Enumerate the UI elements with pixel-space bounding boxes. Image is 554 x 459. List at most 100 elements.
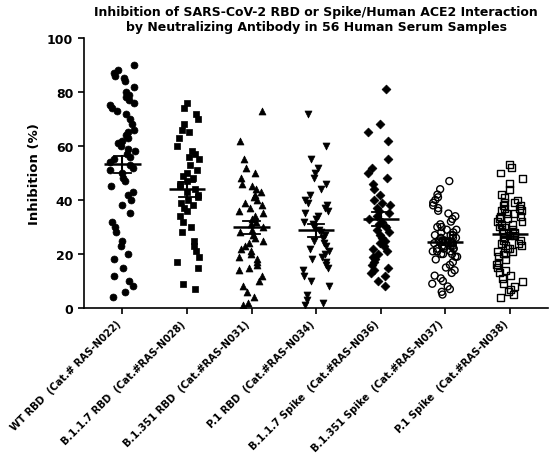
Point: [248, 227, 257, 234]
Point: [182, 207, 191, 215]
Point: [378, 218, 387, 226]
Point: [238, 181, 247, 188]
Point: [110, 256, 119, 263]
Point: [190, 151, 199, 158]
Point: [381, 283, 389, 291]
Point: [126, 162, 135, 169]
Point: [247, 221, 256, 229]
Point: [447, 218, 455, 226]
Point: [321, 259, 330, 266]
Point: [192, 248, 201, 256]
Point: [124, 146, 133, 153]
Point: [382, 86, 391, 94]
Point: [119, 264, 127, 272]
Point: [509, 248, 517, 256]
Point: [238, 302, 247, 309]
Point: [247, 248, 255, 256]
Point: [497, 221, 506, 229]
Point: [184, 154, 193, 161]
Point: [449, 246, 458, 253]
Point: [114, 140, 122, 148]
Point: [364, 170, 373, 177]
Point: [429, 202, 438, 210]
Point: [258, 224, 267, 231]
Point: [117, 138, 126, 145]
Point: [258, 202, 266, 210]
Point: [178, 229, 187, 236]
Point: [514, 240, 523, 247]
Point: [250, 235, 259, 242]
Point: [113, 108, 122, 115]
Point: [108, 105, 117, 112]
Point: [447, 270, 456, 277]
Point: [176, 213, 184, 220]
Point: [510, 229, 519, 236]
Point: [125, 92, 134, 99]
Point: [497, 191, 506, 199]
Point: [317, 253, 326, 261]
Point: [319, 240, 328, 247]
Point: [510, 210, 519, 218]
Point: [191, 286, 200, 293]
Point: [320, 232, 329, 239]
Point: [434, 205, 443, 213]
Point: [178, 280, 187, 288]
Point: [495, 216, 504, 223]
Point: [445, 262, 454, 269]
Point: [501, 224, 510, 231]
Point: [439, 246, 448, 253]
Point: [428, 280, 437, 288]
Point: [369, 181, 378, 188]
Point: [442, 227, 451, 234]
Point: [381, 237, 389, 245]
Point: [494, 253, 503, 261]
Point: [449, 246, 458, 253]
Point: [373, 205, 382, 213]
Point: [111, 224, 120, 231]
Point: [447, 240, 456, 247]
Point: [505, 181, 514, 188]
Point: [437, 289, 446, 296]
Point: [493, 262, 501, 269]
Point: [499, 280, 508, 288]
Point: [179, 121, 188, 129]
Point: [194, 194, 203, 202]
Point: [497, 227, 506, 234]
Point: [117, 243, 126, 250]
Point: [182, 100, 191, 107]
Point: [499, 229, 507, 236]
Point: [259, 210, 268, 218]
Point: [367, 270, 376, 277]
Point: [126, 210, 135, 218]
Point: [438, 278, 447, 285]
Point: [176, 181, 184, 188]
Point: [122, 132, 131, 140]
Point: [444, 210, 453, 218]
Point: [501, 267, 510, 274]
Point: [435, 186, 444, 193]
Point: [373, 213, 382, 220]
Point: [499, 235, 508, 242]
Point: [258, 108, 266, 115]
Point: [237, 175, 245, 183]
Point: [497, 207, 506, 215]
Point: [382, 248, 391, 256]
Point: [370, 186, 379, 193]
Point: [445, 286, 454, 293]
Point: [184, 129, 193, 137]
Point: [449, 229, 458, 236]
Point: [383, 138, 392, 145]
Point: [187, 148, 196, 156]
Point: [437, 251, 445, 258]
Point: [126, 116, 135, 123]
Point: [193, 191, 202, 199]
Point: [383, 264, 392, 272]
Point: [126, 154, 135, 161]
Point: [442, 264, 450, 272]
Point: [432, 256, 440, 263]
Point: [245, 240, 254, 247]
Point: [253, 262, 262, 269]
Point: [302, 291, 311, 299]
Point: [434, 237, 443, 245]
Point: [179, 218, 188, 226]
